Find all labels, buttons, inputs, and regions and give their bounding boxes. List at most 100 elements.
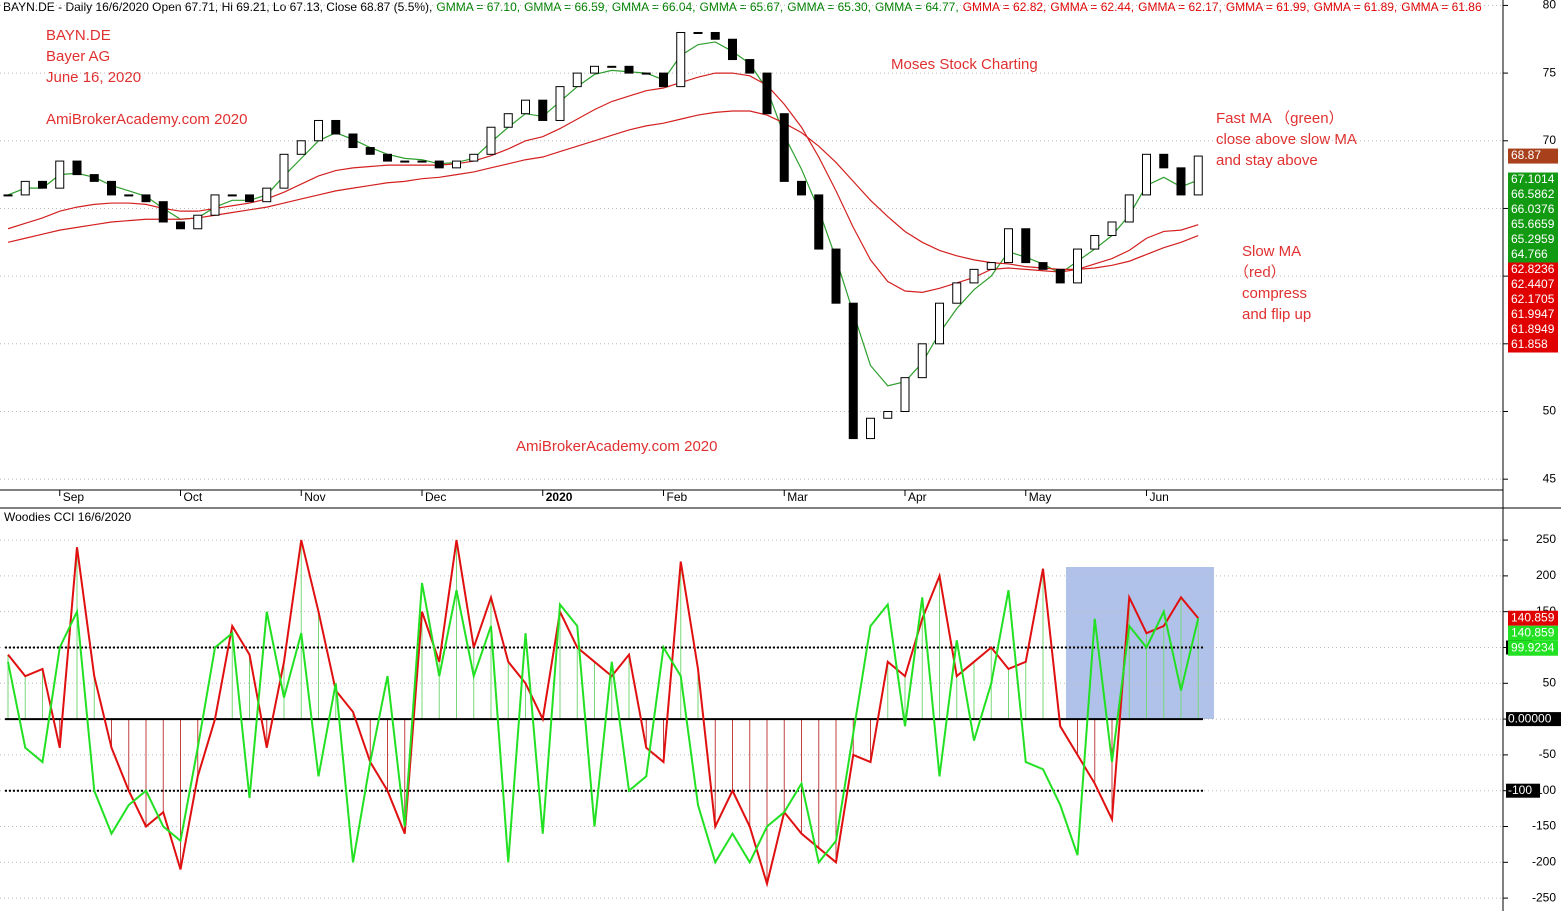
candle: [607, 65, 617, 68]
annotation: June 16, 2020: [46, 69, 141, 86]
candle: [262, 187, 272, 203]
candle: [728, 38, 737, 61]
candle: [158, 201, 168, 223]
candle: [193, 214, 203, 230]
candle: [72, 160, 82, 176]
last-value-tag: [1508, 247, 1558, 263]
last-value-label: 61.8949: [1511, 322, 1555, 336]
level-label: -100: [1508, 783, 1532, 797]
last-value-label: 64.766: [1511, 247, 1548, 261]
last-value-tag: [1508, 262, 1558, 278]
candle: [400, 160, 410, 163]
candle: [762, 72, 772, 115]
last-value-tag: [1508, 277, 1558, 293]
y-tick-label: -250: [1532, 890, 1556, 904]
annotation: AmiBrokerAcademy.com 2020: [516, 438, 717, 455]
candle: [365, 147, 375, 155]
gmma-readout: GMMA = 66.59,: [524, 0, 608, 14]
last-value-label: 99.9234: [1511, 640, 1555, 654]
gmma-readout: GMMA = 67.10,: [436, 0, 520, 14]
annotation: close above slow MA: [1216, 131, 1357, 148]
candle: [1176, 167, 1186, 196]
candle: [866, 417, 875, 440]
gmma-readout: GMMA = 64.77,: [875, 0, 959, 14]
x-tick-label: 2020: [546, 490, 573, 504]
annotation: Bayer AG: [46, 48, 110, 65]
candle: [469, 153, 479, 162]
gmma-readout: GMMA = 61.89,: [1314, 0, 1398, 14]
candle: [38, 180, 47, 189]
candle: [210, 194, 220, 216]
candle: [331, 119, 341, 135]
x-tick-label: Dec: [425, 490, 446, 504]
y-tick-label: 50: [1543, 675, 1557, 689]
y-tick-label: 50: [1543, 404, 1557, 418]
candle: [55, 160, 65, 189]
last-value-tag: [1508, 610, 1558, 626]
candle: [590, 65, 599, 74]
y-tick-label: -200: [1532, 854, 1556, 868]
last-value-tag: [1508, 625, 1558, 641]
highlight-box: [1066, 567, 1214, 719]
gmma-readout: GMMA = 61.99,: [1226, 0, 1310, 14]
candle: [314, 119, 323, 142]
x-tick-label: Feb: [667, 490, 688, 504]
y-tick-label: 200: [1536, 568, 1556, 582]
last-value-tag: [1508, 187, 1558, 203]
gmma-readout: GMMA = 62.17,: [1138, 0, 1222, 14]
x-tick-label: May: [1029, 490, 1052, 504]
x-tick-label: Mar: [787, 490, 808, 504]
candle: [538, 99, 548, 121]
x-tick-label: Apr: [908, 490, 927, 504]
candle: [555, 86, 565, 121]
annotation: BAYN.DE: [46, 27, 111, 44]
candle: [1073, 248, 1082, 284]
candle: [1193, 155, 1203, 196]
candle: [624, 65, 634, 74]
candle: [1107, 221, 1117, 237]
annotation: and stay above: [1216, 152, 1318, 169]
annotation: Fast MA （green）: [1216, 110, 1344, 127]
candle: [1038, 262, 1048, 270]
candle: [659, 72, 668, 88]
candle: [1004, 228, 1013, 264]
last-value-tag: [1508, 217, 1558, 233]
annotation: and flip up: [1242, 306, 1311, 323]
candle: [572, 72, 582, 88]
last-value-label: 66.0376: [1511, 202, 1555, 216]
candle: [89, 174, 99, 182]
series-line: [7, 582, 1200, 865]
candle: [1159, 153, 1169, 169]
candle: [452, 160, 461, 169]
candle: [20, 180, 30, 196]
candle: [745, 59, 755, 74]
candle: [1124, 194, 1134, 223]
candle: [227, 194, 237, 197]
candle: [969, 268, 979, 284]
y-tick-label: -150: [1532, 819, 1556, 833]
last-value-tag: [1508, 202, 1558, 218]
last-value-label: 140.859: [1511, 625, 1555, 639]
last-value-tag: [1508, 232, 1558, 248]
candle: [952, 282, 962, 304]
last-value-tag: [1508, 292, 1558, 308]
series-line: [7, 72, 1199, 293]
annotation: Moses Stock Charting: [891, 56, 1038, 73]
candle: [883, 410, 893, 419]
candle: [348, 133, 358, 149]
last-value-tag: [1508, 337, 1558, 353]
last-value-label: 66.5862: [1511, 187, 1555, 201]
candle: [814, 194, 824, 250]
candle: [693, 31, 703, 34]
candle: [641, 72, 651, 75]
level-tag: [1506, 712, 1561, 727]
last-value-label: 61.858: [1511, 337, 1548, 351]
candle: [296, 140, 306, 155]
annotation: Slow MA: [1242, 243, 1301, 260]
candle: [486, 126, 496, 155]
series-line: [7, 41, 1199, 387]
y-tick-label: 70: [1543, 133, 1557, 147]
last-value-label: 67.1014: [1511, 172, 1555, 186]
candle: [124, 194, 134, 197]
